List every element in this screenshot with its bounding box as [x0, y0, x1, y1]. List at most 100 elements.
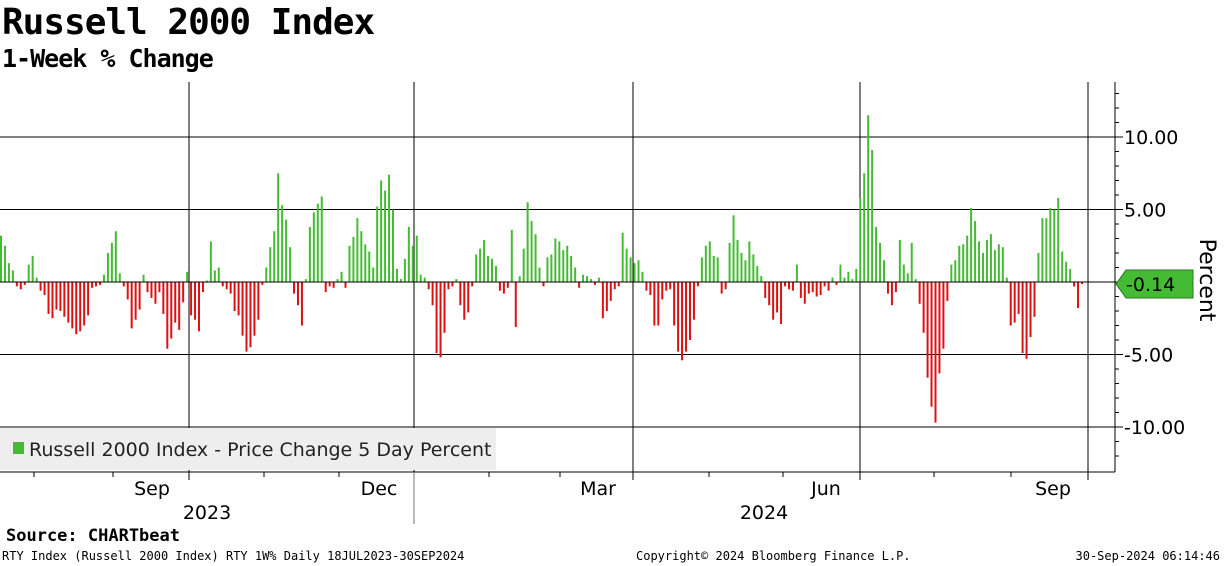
bar: [399, 279, 402, 282]
bar: [791, 282, 794, 291]
legend: Russell 2000 Index - Price Change 5 Day …: [0, 428, 496, 470]
bar: [665, 282, 668, 291]
bar: [823, 282, 826, 287]
bar: [380, 180, 383, 282]
bar: [356, 218, 359, 282]
bar: [114, 231, 117, 282]
bar: [130, 282, 133, 329]
x-tick-label: Dec: [361, 478, 398, 500]
bar: [95, 282, 98, 287]
bar: [934, 282, 937, 423]
bar: [106, 253, 109, 282]
bar: [249, 282, 252, 348]
bar: [538, 267, 541, 282]
bar: [1009, 282, 1012, 326]
bar: [613, 282, 616, 290]
bar: [201, 282, 204, 293]
bar: [772, 282, 775, 320]
bar: [681, 282, 684, 361]
bar: [166, 282, 169, 349]
bar: [756, 266, 759, 282]
x-tick-label: Sep: [1035, 478, 1071, 500]
bar: [534, 234, 537, 282]
bar: [625, 248, 628, 282]
bar: [91, 282, 94, 288]
bar: [661, 282, 664, 300]
bar: [186, 271, 189, 282]
bar: [23, 282, 26, 285]
bar: [487, 255, 490, 282]
bar: [835, 282, 838, 285]
bar: [704, 245, 707, 282]
bar: [312, 212, 315, 282]
bar: [253, 282, 256, 336]
bar: [811, 282, 814, 293]
bar: [629, 257, 632, 282]
bar: [142, 274, 145, 282]
bar: [815, 282, 818, 297]
bar: [7, 263, 10, 282]
bar: [910, 242, 913, 282]
year-label: 2024: [740, 502, 788, 524]
footer-timestamp: 30-Sep-2024 06:14:46: [1075, 549, 1221, 563]
bar: [839, 264, 842, 282]
bar: [827, 282, 830, 291]
bar: [696, 282, 699, 287]
bar: [597, 277, 600, 282]
bar: [443, 282, 446, 333]
bar: [724, 282, 727, 290]
y-axis: 10.00 5.00 -5.00 -10.00: [1114, 82, 1185, 472]
bar: [360, 231, 363, 282]
bar: [205, 280, 208, 282]
bar: [787, 282, 790, 290]
bar: [970, 208, 973, 282]
bar: [542, 282, 545, 287]
bar: [1041, 218, 1044, 282]
bar: [894, 282, 897, 293]
bar: [11, 270, 14, 282]
bar: [617, 282, 620, 287]
bar: [392, 209, 395, 282]
bar: [352, 237, 355, 282]
bar: [110, 242, 113, 282]
bar: [776, 282, 779, 313]
bar: [819, 282, 822, 296]
bar: [233, 282, 236, 311]
bar: [98, 282, 101, 285]
x-tick-label: Sep: [134, 478, 170, 500]
bar: [479, 248, 482, 282]
bar: [483, 239, 486, 282]
bar: [241, 282, 244, 336]
bar: [526, 202, 529, 282]
bar: [35, 277, 38, 282]
bar: [498, 282, 501, 291]
bar: [1069, 268, 1072, 282]
bar: [328, 282, 331, 287]
bar: [336, 279, 339, 282]
bar: [427, 282, 430, 290]
bar: [39, 282, 42, 291]
bar: [3, 245, 6, 282]
bar: [229, 282, 232, 294]
bar: [79, 282, 82, 332]
bar: [261, 282, 264, 285]
bar: [558, 241, 561, 282]
bar: [87, 282, 90, 316]
bar: [795, 264, 798, 282]
bar: [657, 282, 660, 326]
x-tick-label: Jun: [810, 478, 841, 500]
bar: [1001, 247, 1004, 282]
bar: [209, 241, 212, 282]
bar: [411, 245, 414, 282]
bar: [918, 282, 921, 304]
bar: [122, 282, 125, 287]
bar: [296, 282, 299, 306]
year-label: 2023: [183, 502, 231, 524]
y-axis-label: Percent: [1194, 239, 1219, 322]
bar: [669, 282, 672, 290]
bar: [225, 282, 228, 290]
bar: [530, 221, 533, 282]
bar: [784, 282, 787, 287]
bar: [989, 234, 992, 282]
chart-title: Russell 2000 Index: [2, 2, 375, 43]
